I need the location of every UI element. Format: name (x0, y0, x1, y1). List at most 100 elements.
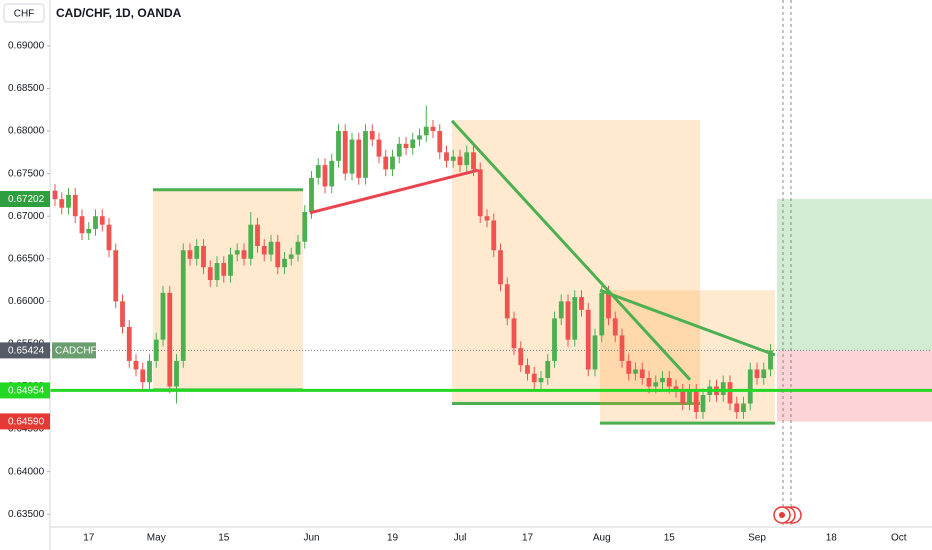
candle-body (518, 348, 524, 366)
candle-body (626, 360, 632, 374)
x-tick-label: 15 (664, 533, 676, 544)
candle-body (747, 369, 753, 404)
currency-label[interactable]: CHF (14, 9, 35, 20)
candle-body (133, 360, 139, 370)
y-tick-label: 0.66500 (8, 253, 45, 264)
candle-body (403, 143, 409, 149)
candle-body (720, 382, 726, 396)
candle-body (660, 377, 665, 383)
candle-body (680, 390, 686, 404)
candle-body (383, 156, 389, 170)
x-tick-label: 15 (218, 533, 230, 544)
price-badge-label: 0.64954 (8, 386, 45, 397)
candle-body (700, 395, 706, 413)
x-tick-label: Sep (748, 533, 766, 544)
trendline (450, 119, 692, 381)
y-tick-label: 0.66000 (8, 296, 45, 307)
candle-body (93, 216, 98, 229)
candle-body (390, 156, 395, 170)
candle-body (471, 152, 476, 170)
candle-body (498, 250, 503, 285)
chart-title: CAD/CHF, 1D, OANDA (56, 6, 182, 20)
candle-body (248, 224, 254, 259)
candle-body (585, 309, 591, 370)
candle-body (106, 224, 112, 251)
candle-body (430, 126, 436, 132)
candle-body (592, 335, 598, 370)
candle-body (538, 377, 544, 383)
candle-body (153, 339, 159, 361)
candle-body (66, 194, 71, 208)
candle-body (599, 292, 605, 336)
candle-body (511, 318, 517, 349)
candle-body (653, 382, 659, 387)
trendline (309, 168, 479, 215)
candle-body (606, 292, 611, 319)
candle-body (194, 245, 200, 259)
candle-body (525, 365, 530, 374)
x-tick-label: 19 (387, 533, 399, 544)
candle-body (693, 390, 699, 413)
candle-body (619, 335, 625, 361)
candle-body (633, 369, 638, 374)
price-badge (0, 413, 50, 430)
candle-body (363, 131, 368, 178)
candle-body (477, 169, 483, 217)
candle-body (214, 263, 220, 281)
y-tick-label: 0.63500 (8, 509, 45, 520)
candle-body (72, 194, 78, 217)
candle-body (140, 369, 146, 383)
candle-body (491, 220, 497, 251)
stop-zone (777, 350, 932, 422)
candle-body (315, 165, 321, 178)
overlay-layer (50, 119, 932, 392)
candle-body (228, 254, 233, 276)
candle-body (59, 199, 65, 208)
candle-body (545, 360, 551, 378)
candle-body (336, 131, 341, 161)
y-tick-label: 0.68500 (8, 83, 45, 94)
target-zone (777, 198, 932, 351)
candle-body (673, 386, 679, 391)
x-tick-label: 17 (522, 533, 534, 544)
candle-body (234, 250, 240, 255)
x-tick-label: Oct (891, 533, 907, 544)
candle-body (147, 360, 152, 383)
candle-body (396, 143, 402, 157)
symbol-badge (52, 342, 96, 359)
price-badge-label: 0.65424 (8, 346, 45, 357)
x-tick-label: Jul (454, 533, 467, 544)
candle-body (288, 254, 294, 259)
candle-body (99, 216, 105, 225)
candle-body (174, 360, 179, 387)
candle-body (444, 152, 449, 161)
candle-body (180, 250, 186, 361)
x-tick-label: 17 (83, 533, 95, 544)
candle-body (167, 292, 173, 387)
candle-body (79, 216, 85, 234)
event-icon[interactable] (773, 506, 802, 524)
currency-button[interactable] (3, 3, 45, 23)
candle-body (376, 139, 382, 157)
x-tick-label: May (147, 533, 166, 544)
candle-body (464, 152, 470, 166)
candle-body (761, 369, 767, 378)
candle-body (221, 263, 227, 276)
price-badge (0, 382, 50, 399)
price-badge (0, 342, 50, 359)
x-tick-label: 18 (826, 533, 838, 544)
candle-body (754, 369, 760, 378)
event-icon-dot[interactable] (779, 512, 785, 518)
candle-body (504, 284, 510, 319)
candle-body (261, 245, 267, 255)
candle-body (160, 292, 166, 340)
candle-body (741, 403, 746, 413)
candle-body (417, 135, 422, 140)
trendline (599, 288, 776, 357)
price-badge-label: 0.67202 (8, 194, 45, 205)
candle-body (484, 216, 490, 221)
candle-body (531, 373, 537, 383)
candle-body (201, 245, 206, 268)
